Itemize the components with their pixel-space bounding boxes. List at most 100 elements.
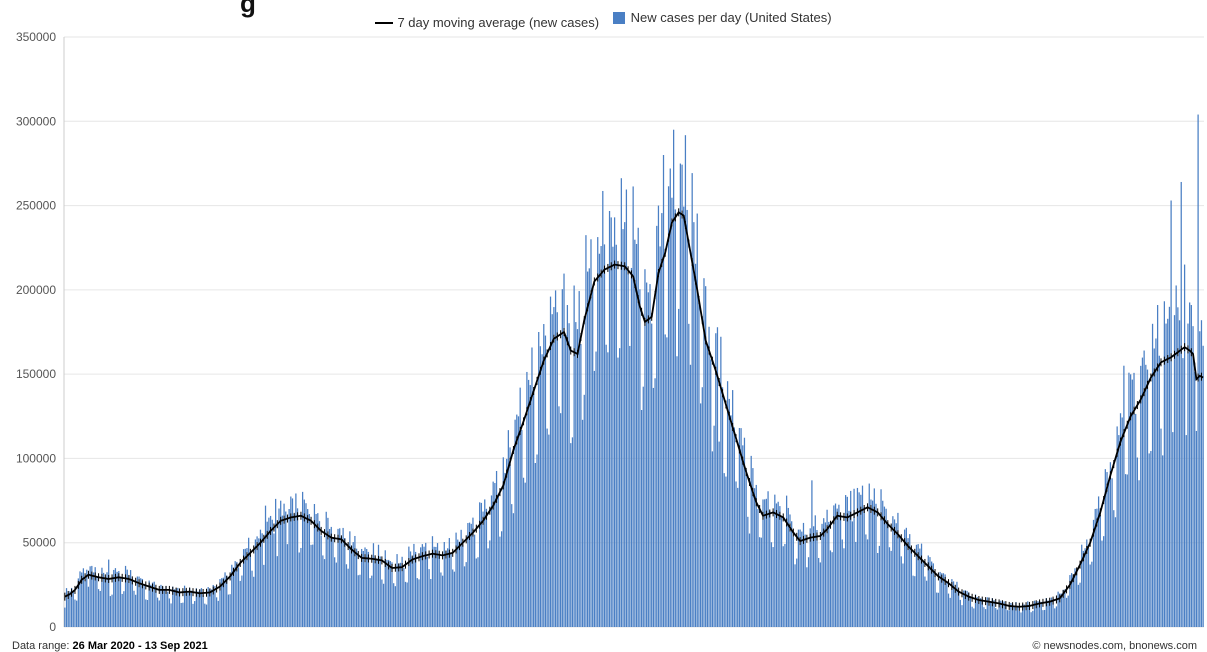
bar-new-cases	[689, 364, 692, 627]
bar-new-cases	[458, 541, 461, 627]
bar-new-cases	[482, 511, 484, 627]
bar-new-cases	[404, 581, 407, 627]
bar-new-cases	[870, 499, 872, 627]
bar-new-cases	[706, 344, 708, 627]
bar-new-cases	[818, 557, 820, 627]
bar-new-cases	[495, 470, 498, 627]
bar-new-cases	[470, 523, 472, 627]
bar-new-cases	[973, 608, 975, 627]
bar-new-cases	[135, 594, 137, 627]
bar-new-cases	[1116, 426, 1118, 627]
bar-new-cases	[861, 485, 864, 627]
bar-new-cases	[565, 335, 567, 627]
bar-new-cases	[558, 406, 560, 627]
bar-new-cases	[841, 539, 843, 627]
bar-new-cases	[280, 500, 282, 627]
bar-new-cases	[173, 589, 176, 627]
bar-new-cases	[494, 483, 496, 627]
bar-new-cases	[1136, 457, 1139, 627]
bar-new-cases	[293, 514, 295, 627]
bar-new-cases	[89, 566, 91, 627]
bar-new-cases	[794, 564, 796, 627]
bar-new-cases	[826, 509, 828, 627]
bar-new-cases	[735, 481, 737, 627]
bar-new-cases	[592, 288, 594, 627]
bar-new-cases	[1150, 451, 1152, 627]
bar-new-cases	[178, 592, 181, 627]
bar-new-cases	[907, 538, 909, 627]
bar-new-cases	[87, 586, 90, 627]
bar-new-cases	[780, 517, 783, 627]
bar-new-cases	[212, 584, 214, 627]
bar-new-cases	[158, 600, 160, 627]
bar-new-cases	[834, 503, 837, 627]
bar-new-cases	[1070, 573, 1073, 627]
bar-new-cases	[354, 535, 356, 627]
bar-new-cases	[1177, 307, 1179, 627]
bar-new-cases	[435, 546, 437, 627]
bar-new-cases	[170, 603, 172, 627]
bar-new-cases	[259, 529, 262, 627]
bar-new-cases	[893, 519, 896, 627]
bar-new-cases	[750, 455, 752, 627]
bar-new-cases	[900, 556, 902, 627]
bar-new-cases	[1121, 417, 1123, 627]
bar-new-cases	[914, 576, 916, 627]
bar-new-cases	[597, 237, 599, 627]
bar-new-cases	[325, 511, 327, 627]
bar-new-cases	[521, 430, 523, 627]
bar-new-cases	[258, 538, 260, 627]
bar-new-cases	[141, 578, 144, 627]
bar-new-cases	[283, 503, 285, 627]
bar-new-cases	[84, 578, 86, 627]
legend-item-moving-average[interactable]: 7 day moving average (new cases)	[375, 15, 599, 30]
bar-new-cases	[1047, 600, 1049, 627]
bar-new-cases	[608, 210, 611, 628]
bar-new-cases	[929, 557, 931, 627]
bar-new-cases	[691, 173, 693, 627]
bar-new-cases	[624, 222, 626, 627]
bar-new-cases	[79, 571, 81, 627]
bar-new-cases	[445, 550, 447, 627]
bar-new-cases	[952, 581, 955, 627]
bar-new-cases	[485, 508, 488, 627]
bar-new-cases	[807, 557, 810, 627]
bar-new-cases	[337, 528, 339, 627]
bar-new-cases	[880, 489, 882, 627]
bar-new-cases	[865, 534, 867, 627]
bar-new-cases	[944, 574, 946, 627]
bar-new-cases	[414, 551, 417, 627]
bar-new-cases	[718, 441, 720, 627]
credit-footer: © newsnodes.com, bnonews.com	[1032, 640, 1197, 652]
bar-new-cases	[812, 526, 815, 627]
bar-new-cases	[730, 415, 732, 627]
bar-new-cases	[1178, 320, 1181, 627]
bar-new-cases	[1123, 365, 1125, 627]
bar-new-cases	[703, 278, 705, 627]
bar-new-cases	[615, 244, 617, 628]
bar-new-cases	[792, 536, 794, 627]
bar-new-cases	[430, 579, 432, 627]
bar-new-cases	[568, 323, 570, 627]
bar-new-cases	[1143, 350, 1145, 627]
bar-new-cases	[1099, 515, 1101, 627]
bar-new-cases	[1074, 568, 1076, 627]
bar-new-cases	[809, 528, 811, 627]
bar-new-cases	[69, 591, 71, 627]
bar-new-cases	[460, 529, 462, 627]
bar-new-cases	[396, 554, 398, 627]
bar-new-cases	[578, 291, 580, 627]
bar-new-cases	[276, 556, 278, 627]
bar-new-cases	[538, 332, 540, 627]
bar-new-cases	[856, 487, 859, 627]
bar-new-cases	[769, 510, 771, 627]
bar-new-cases	[954, 588, 956, 627]
bar-new-cases	[1057, 591, 1059, 627]
bar-new-cases	[111, 594, 113, 627]
bar-new-cases	[1192, 326, 1194, 627]
bar-new-cases	[1076, 568, 1078, 627]
bar-new-cases	[285, 511, 287, 627]
legend-item-new-cases[interactable]: New cases per day (United States)	[612, 10, 832, 25]
bar-new-cases	[1109, 462, 1112, 627]
bar-new-cases	[143, 583, 145, 627]
